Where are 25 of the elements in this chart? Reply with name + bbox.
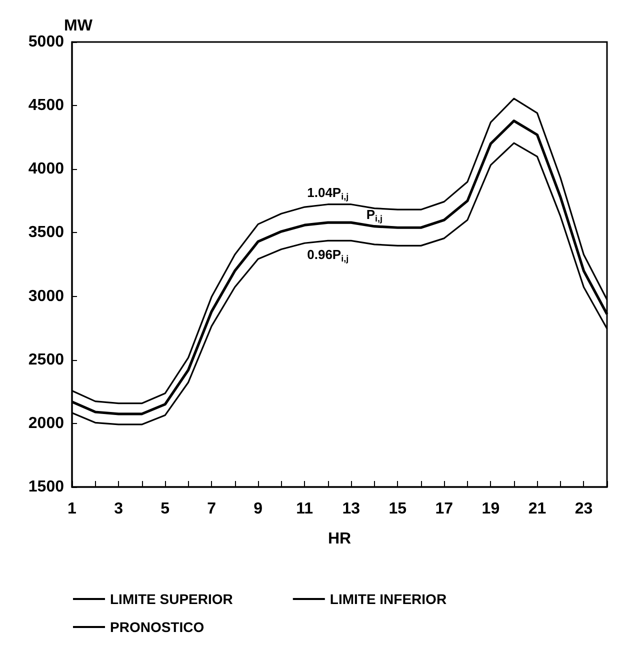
x-tick-label: 3 [114, 500, 124, 518]
x-tick-label: 7 [207, 500, 216, 518]
y-tick-label: 1500 [28, 478, 64, 496]
x-tick-label: 5 [160, 500, 170, 518]
x-tick-label: 13 [342, 500, 360, 518]
legend-label: LIMITE INFERIOR [330, 591, 447, 607]
y-tick-label: 5000 [28, 34, 64, 50]
x-tick-label: 23 [574, 500, 593, 518]
y-tick-label: 3500 [28, 224, 64, 242]
x-tick-label: 17 [435, 500, 454, 518]
legend-label: LIMITE SUPERIOR [110, 591, 233, 607]
x-tick-label: 15 [388, 500, 407, 518]
x-tick-label: 19 [482, 500, 500, 518]
y-tick-label: 4500 [28, 97, 64, 114]
x-tick-label: 11 [296, 500, 314, 518]
y-tick-label: 3000 [28, 288, 64, 305]
y-tick-label: 2000 [28, 414, 64, 432]
x-tick-label: 21 [528, 500, 546, 518]
y-tick-label: 2500 [28, 351, 64, 368]
x-axis-title: HR [328, 530, 352, 548]
legend-label: PRONOSTICO [110, 619, 204, 635]
x-tick-label: 9 [254, 500, 263, 518]
y-tick-label: 4000 [28, 160, 64, 178]
y-axis-title: MW [64, 18, 94, 35]
x-tick-label: 1 [68, 500, 77, 518]
